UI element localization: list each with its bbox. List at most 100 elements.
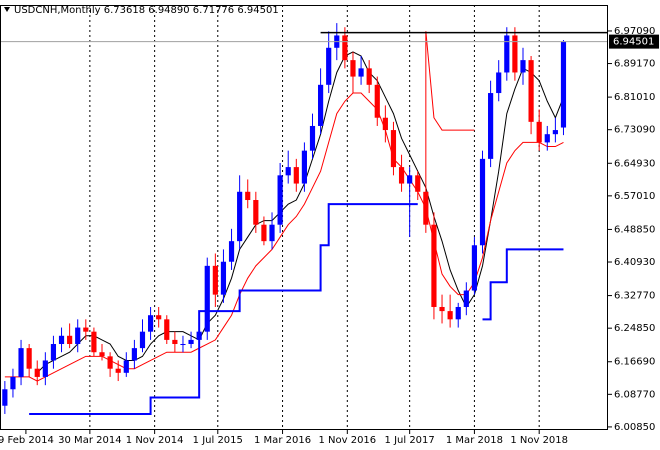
candle-body	[431, 224, 437, 307]
candle-body	[301, 150, 307, 184]
y-tick-label: 6.73090	[614, 125, 655, 136]
indicator-line	[482, 248, 564, 321]
y-tick-label: 6.48850	[614, 224, 655, 235]
plot-area	[1, 6, 607, 429]
y-tick-label: 6.24850	[614, 323, 655, 334]
candle-body	[131, 348, 137, 361]
chart-title: USDCNH,Monthly 6.73618 6.94890 6.71776 6…	[14, 5, 279, 16]
candle-body	[552, 130, 558, 135]
candle-body	[293, 167, 299, 184]
candle-body	[75, 327, 81, 345]
indicator-line	[425, 31, 475, 131]
candle-body	[504, 35, 510, 73]
candle-body	[342, 35, 348, 61]
y-tick-label: 6.64930	[614, 158, 655, 169]
candle-body	[228, 241, 235, 262]
candle-body	[439, 306, 445, 312]
candle-body	[358, 68, 364, 77]
candle-body	[196, 331, 202, 340]
candle-body	[10, 376, 16, 390]
candle-body	[220, 261, 227, 295]
y-tick-label: 6.97090	[614, 26, 655, 37]
x-tick-label: 1 Mar 2018	[446, 435, 503, 446]
candle-body	[237, 191, 243, 242]
candle-body	[423, 191, 429, 225]
y-tick-label: 6.81010	[614, 92, 655, 103]
y-tick-label: 6.00850	[614, 422, 655, 433]
x-tick-label: 1 Nov 2016	[318, 435, 376, 446]
candle-body	[350, 60, 356, 77]
y-tick-label: 6.32770	[614, 291, 655, 302]
candle-body	[180, 344, 186, 346]
y-tick-label: 6.57010	[614, 191, 655, 202]
candle-body	[34, 368, 40, 377]
candle-body	[26, 348, 32, 369]
candle-body	[479, 158, 486, 246]
candle-body	[50, 344, 57, 361]
candle-body	[204, 265, 210, 332]
candle-body	[139, 331, 146, 349]
candle-body	[520, 60, 526, 73]
candle-body	[463, 290, 469, 307]
candle-body	[115, 368, 121, 373]
x-tick-label: 9 Feb 2014	[0, 435, 54, 446]
candle-body	[2, 389, 8, 406]
candle-body	[164, 319, 170, 340]
price-label: 6.94501	[613, 37, 654, 48]
candle-body	[147, 315, 154, 332]
candle-body	[91, 331, 97, 353]
candle-body	[447, 311, 453, 320]
candle-body	[309, 125, 316, 151]
candle-body	[156, 315, 162, 320]
candle-body	[107, 356, 113, 369]
x-tick-label: 1 Mar 2016	[254, 435, 311, 446]
header-icon	[4, 7, 10, 12]
candle-body	[261, 224, 267, 242]
candle-body	[245, 191, 251, 201]
candle-body	[390, 130, 397, 168]
candle-body	[488, 93, 494, 159]
candle-body	[374, 84, 380, 118]
y-tick-label: 6.40930	[614, 257, 655, 268]
candle-body	[512, 35, 518, 73]
y-tick-label: 6.16690	[614, 357, 655, 368]
candle-body	[382, 117, 388, 131]
candle-body	[99, 352, 105, 357]
candle-body	[253, 200, 259, 225]
candle-body	[188, 339, 194, 345]
candle-body	[326, 47, 332, 85]
y-tick-label: 6.89170	[614, 59, 655, 70]
candle-body	[544, 134, 550, 143]
candle-body	[366, 68, 372, 85]
indicator-line	[29, 203, 418, 415]
candle-body	[455, 306, 461, 320]
y-tick-label: 6.08770	[614, 389, 655, 400]
candle-body	[123, 360, 129, 373]
candle-body	[83, 327, 89, 332]
candle-body	[58, 335, 65, 345]
x-tick-label: 1 Nov 2018	[510, 435, 568, 446]
indicator-line	[4, 92, 564, 382]
candle-body	[318, 84, 324, 126]
x-tick-label: 30 Mar 2014	[58, 435, 121, 446]
candle-body	[67, 335, 73, 345]
candle-body	[212, 265, 218, 295]
candle-body	[528, 60, 534, 122]
x-tick-label: 1 Jul 2017	[385, 435, 435, 446]
candle-body	[172, 339, 178, 345]
candle-body	[398, 167, 405, 184]
candle-body	[496, 72, 502, 94]
candle-body	[407, 175, 413, 184]
x-tick-label: 1 Jul 2015	[193, 435, 243, 446]
candle-body	[269, 224, 275, 242]
price-box	[609, 34, 659, 49]
candle-body	[415, 175, 421, 192]
candle-body	[536, 121, 542, 143]
candle-body	[471, 245, 478, 291]
candle-body	[277, 175, 283, 225]
candle-body	[18, 348, 24, 377]
candle-body	[42, 360, 48, 377]
candle-body	[285, 167, 291, 176]
